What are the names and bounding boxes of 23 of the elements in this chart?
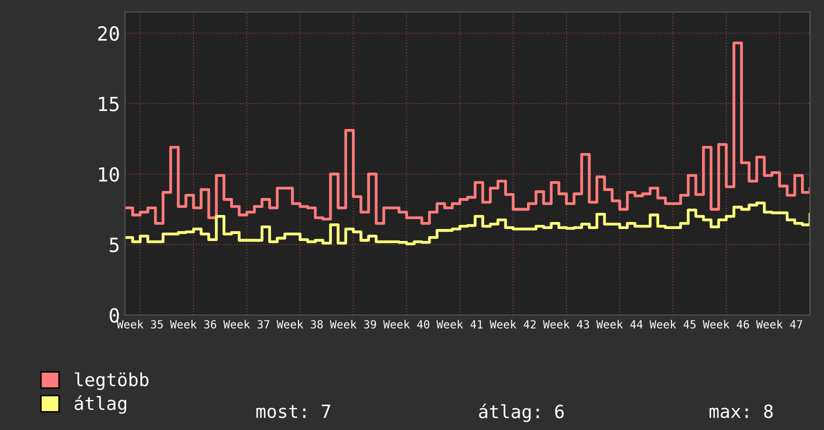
x-tick-label: Week 40 bbox=[383, 320, 430, 329]
x-tick-label: Week 42 bbox=[490, 320, 536, 329]
y-tick-label: 15 bbox=[99, 96, 119, 112]
text: most: 7 bbox=[256, 404, 330, 418]
legend-label: legtöbb bbox=[74, 372, 148, 390]
y-tick-label: 10 bbox=[99, 167, 119, 182]
x-tick-label: Week 38 bbox=[276, 320, 323, 329]
x-tick-label: Week 37 bbox=[223, 320, 270, 329]
x-tick-label: Week 36 bbox=[170, 320, 216, 329]
x-tick-label: Week 47 bbox=[756, 320, 802, 329]
x-tick-label: Week 41 bbox=[436, 320, 483, 329]
y-tick-label: 0 bbox=[110, 308, 119, 323]
legend-label: átlag bbox=[74, 395, 126, 414]
text: max: 8 bbox=[710, 404, 773, 418]
y-tick-label: 20 bbox=[98, 26, 119, 41]
text: átlag: 6 bbox=[479, 404, 564, 422]
x-tick-label: Week 39 bbox=[330, 320, 376, 329]
x-tick-label: Week 45 bbox=[650, 320, 696, 329]
x-tick-label: Week 35 bbox=[116, 320, 163, 329]
x-tick-label: Week 43 bbox=[543, 320, 590, 329]
x-tick-label: Week 46 bbox=[702, 320, 749, 329]
x-tick-label: Week 44 bbox=[596, 320, 643, 329]
y-tick-label: 5 bbox=[110, 238, 119, 252]
